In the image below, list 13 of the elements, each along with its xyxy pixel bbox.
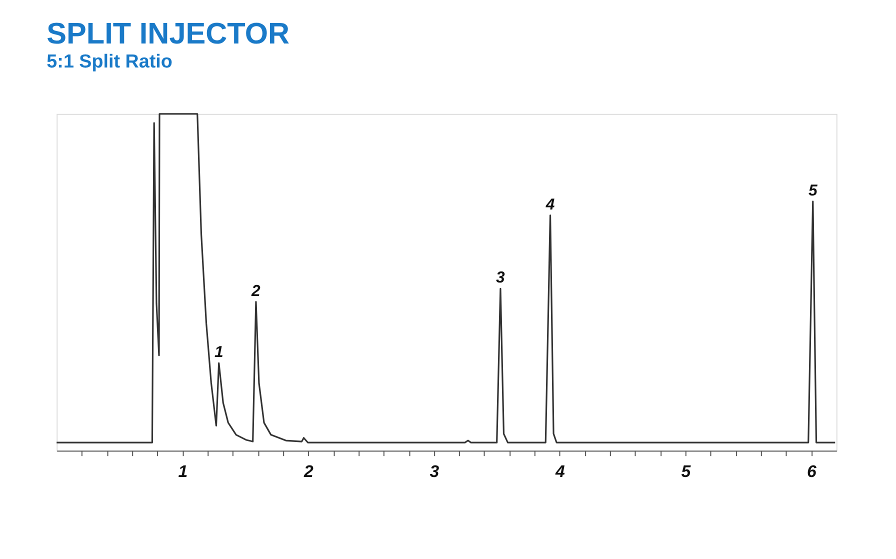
x-tick-label: 2 [302, 462, 314, 481]
annotation: 3 [496, 270, 506, 287]
x-tick-label: 3 [430, 462, 440, 481]
annotation: 4 [544, 196, 555, 214]
chart-title: SPLIT INJECTOR [46, 18, 290, 51]
x-tick-label: 4 [554, 462, 566, 481]
annotation: 5 [808, 182, 818, 200]
x-tick-label: 5 [681, 462, 692, 481]
chart-subtitle: 5:1 Split Ratio [46, 50, 172, 72]
x-tick-label: 1 [178, 462, 188, 481]
x-tick-label: 6 [807, 462, 818, 481]
annotation: 1 [214, 344, 224, 362]
annotation: 2 [250, 282, 261, 300]
